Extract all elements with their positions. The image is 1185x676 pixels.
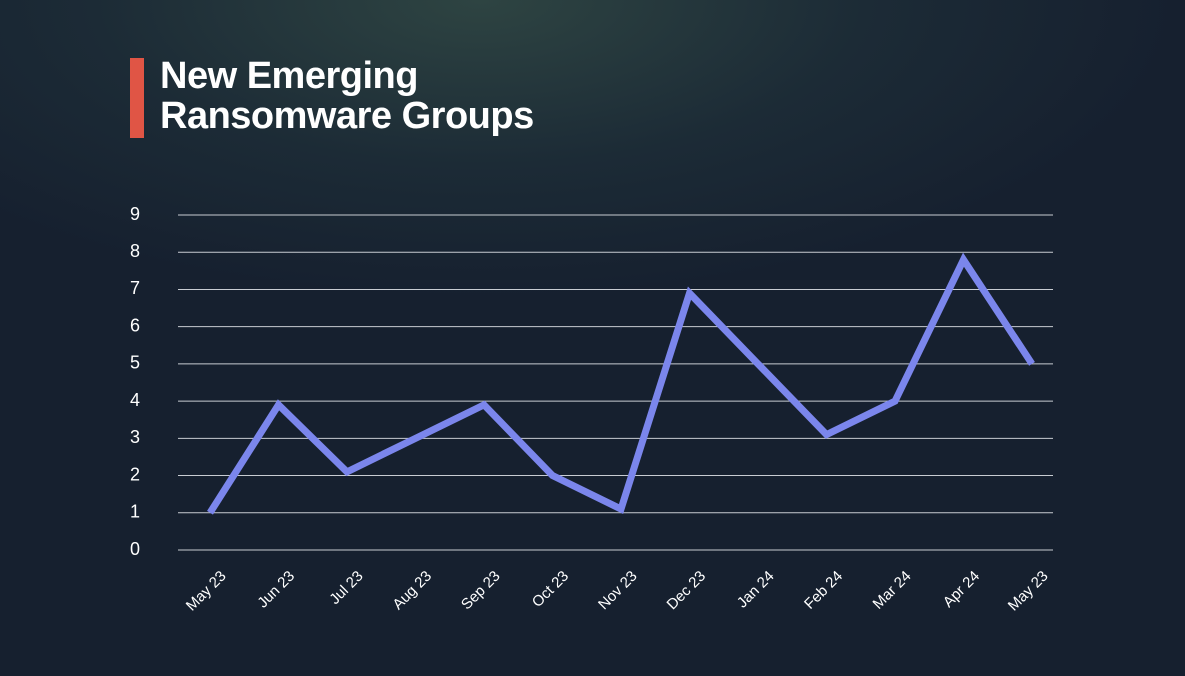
y-tick-label: 4 <box>130 390 140 410</box>
y-tick-label: 2 <box>130 464 140 484</box>
x-tick-label: Sep 23 <box>458 568 504 614</box>
chart-title: New Emerging Ransomware Groups <box>160 55 534 137</box>
y-tick-label: 5 <box>130 353 140 373</box>
x-tick-label: Dec 23 <box>664 568 710 614</box>
y-tick-label: 8 <box>130 241 140 261</box>
x-tick-label: Jul 23 <box>326 568 366 608</box>
x-tick-label: Mar 24 <box>870 568 915 613</box>
x-tick-label: Jun 23 <box>254 568 298 612</box>
x-tick-label: Oct 23 <box>529 568 572 611</box>
y-tick-label: 3 <box>130 427 140 447</box>
y-tick-label: 6 <box>130 315 140 335</box>
y-tick-label: 7 <box>130 278 140 298</box>
y-tick-label: 9 <box>130 204 140 224</box>
data-line <box>207 252 1035 515</box>
title-accent <box>130 58 144 138</box>
y-tick-label: 1 <box>130 502 140 522</box>
x-tick-label: Aug 23 <box>389 568 435 614</box>
title-block: New Emerging Ransomware Groups <box>130 55 600 138</box>
x-tick-label: Nov 23 <box>595 568 641 614</box>
y-tick-label: 0 <box>130 539 140 559</box>
x-tick-label: May 23 <box>1005 568 1052 615</box>
x-tick-label: Apr 24 <box>940 568 983 611</box>
x-tick-label: May 23 <box>183 568 230 615</box>
x-tick-label: Jan 24 <box>734 568 778 612</box>
x-tick-label: Feb 24 <box>801 568 846 613</box>
